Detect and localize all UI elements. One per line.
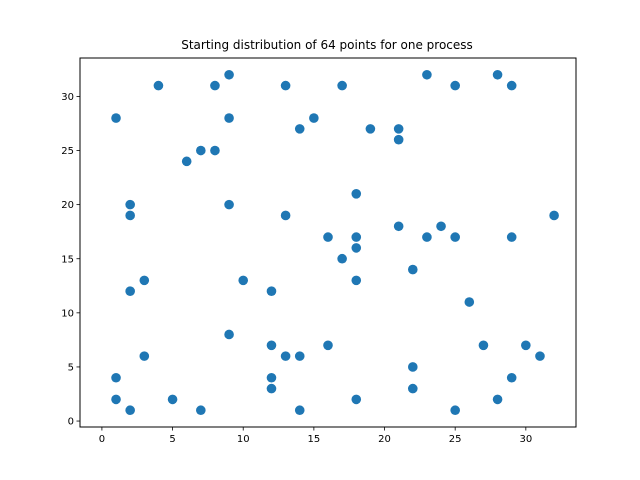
data-point bbox=[478, 340, 489, 351]
data-point bbox=[111, 113, 121, 123]
data-point bbox=[181, 156, 192, 167]
data-point bbox=[351, 232, 362, 242]
x-tick-label: 25 bbox=[449, 434, 462, 445]
data-point bbox=[464, 297, 475, 307]
data-point bbox=[351, 394, 362, 405]
y-tick-label: 15 bbox=[61, 254, 74, 265]
data-point bbox=[125, 286, 135, 297]
data-point bbox=[139, 351, 150, 361]
data-point bbox=[294, 124, 305, 134]
y-axis: 0 5 10 15 20 25 30 bbox=[61, 92, 80, 428]
x-tick-label: 30 bbox=[519, 434, 532, 445]
data-point bbox=[351, 275, 362, 286]
data-point bbox=[450, 80, 460, 91]
data-point bbox=[294, 405, 305, 416]
data-point bbox=[436, 221, 446, 232]
data-point bbox=[153, 80, 164, 91]
data-point bbox=[450, 232, 460, 242]
data-point bbox=[266, 286, 277, 297]
x-tick-label: 10 bbox=[237, 434, 250, 445]
data-point bbox=[309, 113, 319, 123]
data-point bbox=[492, 394, 503, 405]
data-point bbox=[111, 372, 121, 383]
data-point bbox=[125, 199, 135, 210]
data-point bbox=[393, 134, 404, 145]
data-point bbox=[196, 145, 206, 156]
data-point bbox=[323, 232, 333, 242]
data-point bbox=[266, 383, 277, 394]
data-point bbox=[266, 340, 277, 351]
data-point bbox=[139, 275, 150, 286]
data-point bbox=[266, 372, 277, 383]
y-tick-label: 20 bbox=[61, 200, 74, 211]
y-tick-label: 0 bbox=[68, 417, 74, 428]
data-point bbox=[351, 189, 362, 199]
chart-title: Starting distribution of 64 points for o… bbox=[181, 38, 473, 52]
y-tick-label: 10 bbox=[61, 308, 74, 319]
x-tick-label: 0 bbox=[99, 434, 105, 445]
data-point bbox=[224, 69, 234, 80]
data-point bbox=[280, 351, 291, 361]
data-point bbox=[422, 232, 432, 242]
data-point bbox=[224, 329, 234, 340]
data-point bbox=[521, 340, 531, 351]
data-point bbox=[280, 210, 291, 221]
data-point bbox=[393, 221, 404, 232]
data-point bbox=[196, 405, 206, 416]
data-point bbox=[450, 405, 460, 416]
data-point bbox=[111, 394, 121, 405]
data-point bbox=[210, 80, 220, 91]
data-point bbox=[365, 124, 376, 134]
data-point bbox=[337, 253, 347, 264]
data-point bbox=[238, 275, 249, 286]
data-point bbox=[210, 145, 220, 156]
y-tick-label: 30 bbox=[61, 92, 74, 103]
data-point bbox=[224, 199, 234, 210]
data-point bbox=[422, 69, 432, 80]
data-point bbox=[407, 362, 418, 372]
data-point bbox=[506, 232, 517, 242]
data-point bbox=[351, 243, 362, 253]
data-point bbox=[506, 80, 517, 91]
data-point bbox=[393, 124, 404, 134]
data-point bbox=[280, 80, 291, 91]
y-tick-label: 25 bbox=[61, 146, 74, 157]
data-point bbox=[294, 351, 305, 361]
x-axis: 0 5 10 15 20 25 30 bbox=[99, 427, 532, 445]
x-tick-label: 5 bbox=[169, 434, 175, 445]
data-point bbox=[506, 372, 517, 383]
data-point bbox=[407, 383, 418, 394]
data-point bbox=[224, 113, 234, 123]
data-point bbox=[323, 340, 333, 351]
data-point bbox=[492, 69, 503, 80]
data-point bbox=[407, 264, 418, 275]
points-layer bbox=[111, 69, 559, 416]
x-tick-label: 15 bbox=[308, 434, 321, 445]
data-point bbox=[337, 80, 347, 91]
data-point bbox=[167, 394, 178, 405]
y-tick-label: 5 bbox=[68, 363, 74, 374]
data-point bbox=[535, 351, 545, 361]
data-point bbox=[549, 210, 559, 221]
data-point bbox=[125, 210, 135, 221]
plot-frame bbox=[79, 57, 577, 428]
data-point bbox=[125, 405, 135, 416]
x-tick-label: 20 bbox=[378, 434, 391, 445]
